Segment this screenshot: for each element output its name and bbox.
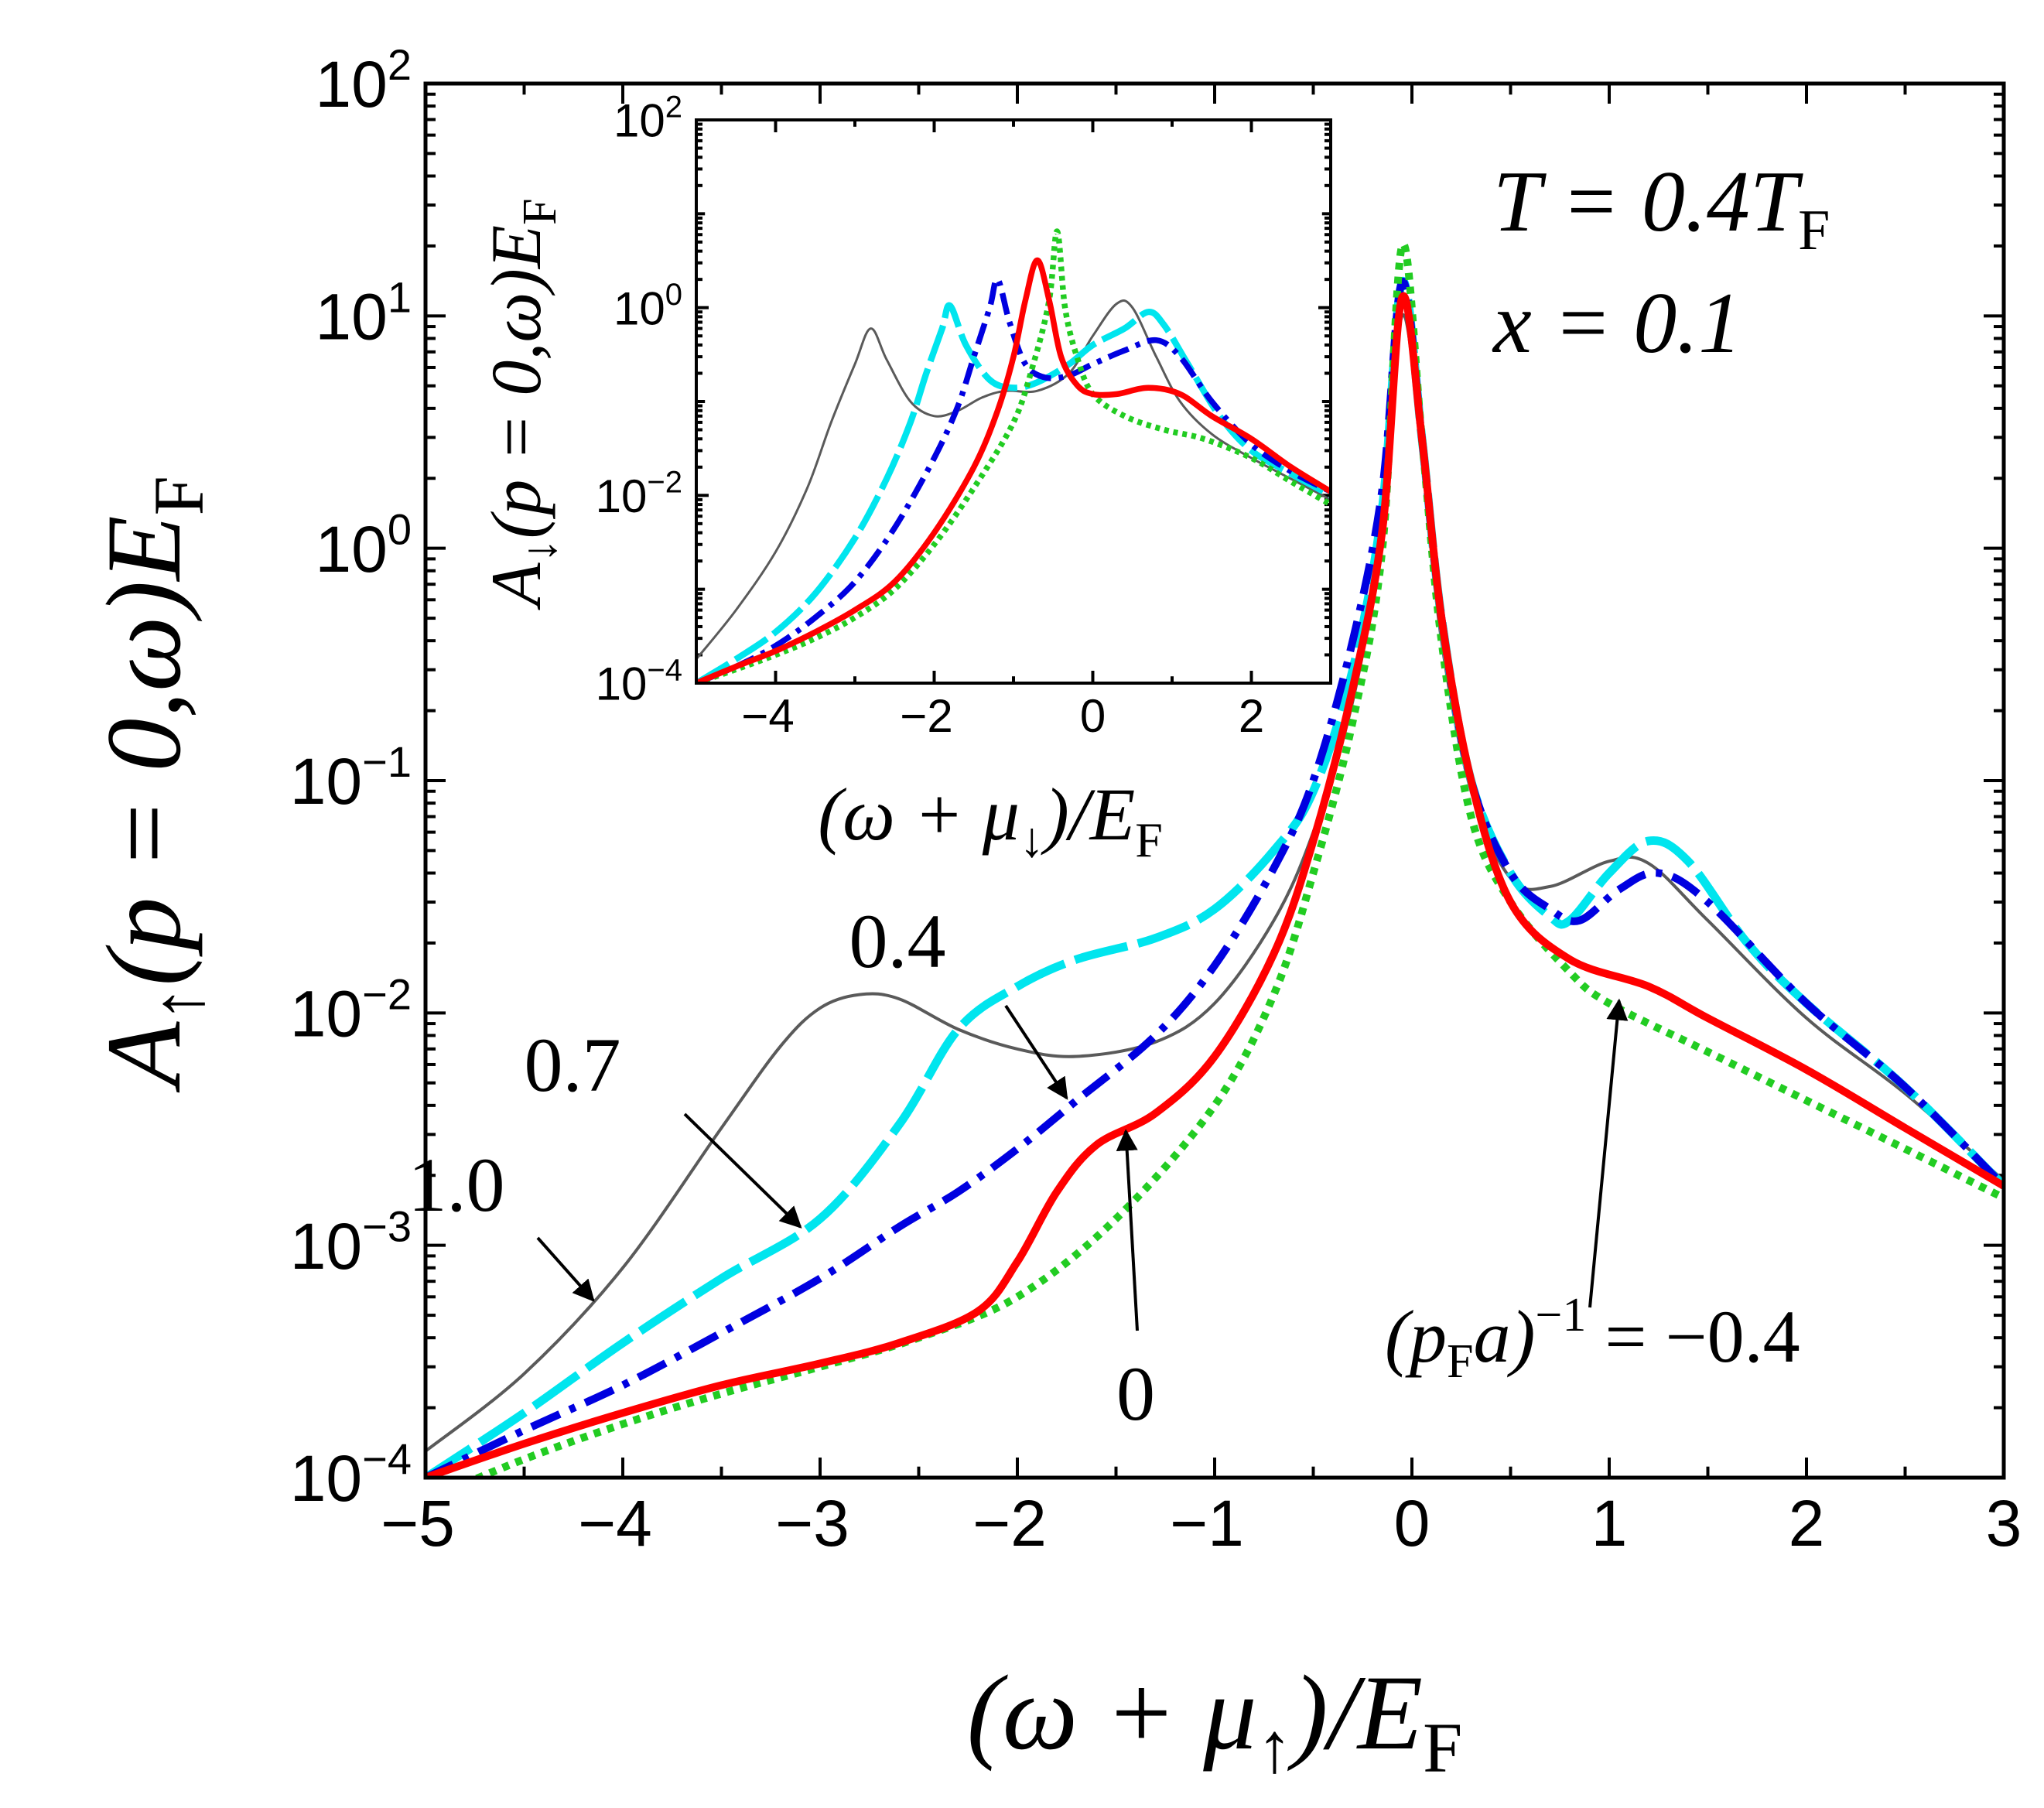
coupling-post: = −0.4 <box>1586 1295 1800 1378</box>
main-xlabel-post: )/E <box>1287 1653 1424 1772</box>
series-line--p-F-a-1-0.4 <box>696 228 1331 683</box>
x-tick-label: 3 <box>1986 1487 2022 1560</box>
annotation-arrow-1.0 <box>536 1236 595 1302</box>
series-line-1.0 <box>696 299 1331 660</box>
inset-ylabel-F: F <box>514 198 566 224</box>
main-x-axis-label: (ω + μ↑)/EF <box>967 1653 1463 1787</box>
y-tick-label: 100 <box>614 278 682 334</box>
annotation-label-0: 0 <box>1116 1351 1155 1437</box>
y-tick-label: 10−2 <box>290 969 412 1050</box>
x-tick-label: 2 <box>1239 690 1264 742</box>
series-line-0.4 <box>426 278 2004 1478</box>
x-tick-label: −5 <box>381 1487 455 1560</box>
annotation-label-0.7: 0.7 <box>525 1022 621 1108</box>
y-tick-label: 102 <box>614 90 682 146</box>
temperature-label: T = 0.4TF <box>1493 154 1830 262</box>
temperature-text: T = 0.4T <box>1493 154 1803 250</box>
series-line-0 <box>696 257 1331 683</box>
x-tick-label: −2 <box>972 1487 1047 1560</box>
inset-y-axis-label: A↓(p = 0,ω)EF <box>477 198 566 610</box>
coupling-exponent: −1 <box>1535 1289 1586 1341</box>
x-tick-label: 0 <box>1080 690 1106 742</box>
inset-background <box>696 120 1331 683</box>
series-line-0.4 <box>696 276 1331 683</box>
inset-ylabel-subscript: ↓ <box>514 538 566 562</box>
main-ylabel-A: A <box>84 1021 203 1093</box>
coupling-label: (pFa)−1 = −0.4 <box>1385 1289 1800 1388</box>
main-xlabel-subscript: ↑ <box>1257 1708 1293 1787</box>
annotation-arrow-0.7 <box>683 1112 802 1229</box>
main-series-group <box>426 240 2004 1478</box>
main-xlabel-pre: (ω + μ <box>967 1653 1257 1772</box>
inset-ylabel-A: A <box>477 562 555 611</box>
coupling-pre: (p <box>1385 1295 1447 1378</box>
inset-x-axis-label: (ω + μ↓)/EF <box>818 773 1163 867</box>
inset-tick-labels: −4 −2 0 2 102 100 10−2 10−4 <box>596 90 1265 742</box>
temperature-subscript: F <box>1798 199 1830 262</box>
inset-series-group <box>696 228 1331 683</box>
inset-xlabel-post: )/E <box>1041 773 1135 856</box>
x-tick-label: −3 <box>775 1487 849 1560</box>
y-tick-label: 10−3 <box>290 1202 412 1283</box>
y-tick-label: 10−2 <box>596 466 682 522</box>
coupling-subscript-F: F <box>1447 1335 1473 1388</box>
coupling-a: a) <box>1473 1295 1535 1378</box>
inset-xlabel-pre: (ω + μ <box>818 773 1020 856</box>
series-line-0 <box>426 292 2004 1478</box>
y-tick-label: 100 <box>315 505 412 586</box>
main-ylabel-subscript: ↑ <box>139 986 218 1022</box>
x-tick-label: 2 <box>1789 1487 1825 1560</box>
annotation-label-1.0: 1.0 <box>408 1142 505 1228</box>
inset-plot-frame <box>695 118 1332 685</box>
y-tick-label: 102 <box>315 40 412 121</box>
curve-annotations: 1.00.7 0.4 0 <box>408 898 1629 1437</box>
main-ylabel-F: F <box>139 476 218 515</box>
impurity-concentration-label: x = 0.1 <box>1492 275 1742 371</box>
coupling-arrow <box>1588 998 1629 1308</box>
x-tick-label: 0 <box>1394 1487 1430 1560</box>
x-tick-label: −2 <box>900 690 952 742</box>
main-plot-frame <box>423 81 2006 1480</box>
inset-xlabel-subscript: ↓ <box>1020 812 1044 867</box>
annotation-arrow-0 <box>1116 1129 1139 1331</box>
annotation-arrow-0.4 <box>1004 1004 1068 1100</box>
y-tick-label: 10−4 <box>290 1434 412 1515</box>
main-xlabel-F: F <box>1423 1708 1462 1787</box>
x-tick-label: −4 <box>578 1487 652 1560</box>
y-tick-label: 101 <box>315 272 412 353</box>
annotation-label-0.4: 0.4 <box>849 898 946 984</box>
y-tick-label: 10−4 <box>596 653 682 709</box>
main-ylabel-body: (p = 0,ω)E <box>84 515 203 986</box>
inset-ylabel-body: (p = 0,ω)E <box>477 225 555 539</box>
x-tick-label: 1 <box>1591 1487 1628 1560</box>
x-tick-label: −1 <box>1170 1487 1244 1560</box>
y-tick-label: 10−1 <box>290 737 412 818</box>
x-tick-label: −4 <box>741 690 794 742</box>
inset-xlabel-F: F <box>1135 812 1163 867</box>
main-y-axis-label: A↑(p = 0,ω)EF <box>84 476 218 1093</box>
